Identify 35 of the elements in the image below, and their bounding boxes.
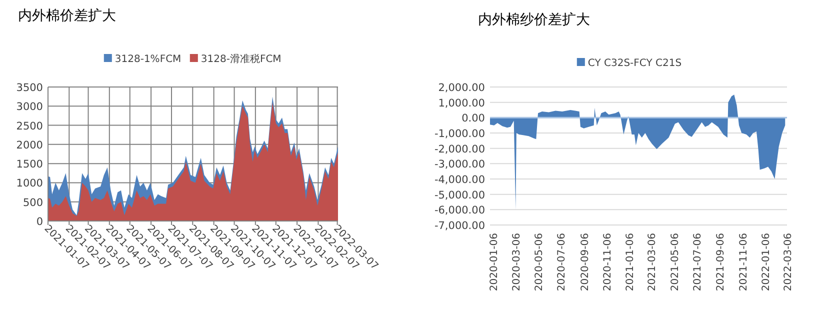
y-tick-label: -6,000.00 bbox=[434, 204, 485, 217]
x-tick-label: 2020-11-06 bbox=[602, 233, 614, 292]
y-tick-label: 2,000.00 bbox=[438, 82, 485, 94]
x-tick-label: 2020-01-06 bbox=[488, 233, 500, 292]
x-tick-label: 2021-01-06 bbox=[625, 233, 636, 292]
y-tick-label: -4,000.00 bbox=[434, 174, 485, 186]
y-tick-label: 1500 bbox=[16, 158, 43, 171]
y-tick-label: 2500 bbox=[16, 120, 43, 132]
x-tick-label: 2020-09-06 bbox=[580, 233, 591, 292]
y-tick-label: -3,000.00 bbox=[434, 158, 485, 171]
x-tick-label: 2022-03-06 bbox=[783, 233, 794, 292]
y-tick-label: 0 bbox=[36, 216, 43, 228]
x-tick-label: 2020-03-06 bbox=[511, 233, 522, 292]
y-tick-label: -7,000.00 bbox=[434, 220, 485, 232]
x-tick-label: 2021-11-06 bbox=[738, 233, 750, 292]
x-tick-label: 2021-07-06 bbox=[692, 233, 704, 292]
y-tick-label: 500 bbox=[22, 196, 43, 209]
y-tick-label: -1,000.00 bbox=[434, 128, 485, 140]
x-tick-label: 2021-03-06 bbox=[647, 233, 658, 292]
y-tick-label: 3500 bbox=[16, 82, 43, 94]
y-tick-label: -5,000.00 bbox=[434, 189, 485, 202]
x-tick-label: 2021-05-06 bbox=[670, 233, 681, 292]
x-tick-label: 2020-07-06 bbox=[556, 233, 568, 292]
chart-title: 内外棉纱价差扩大 bbox=[478, 12, 590, 28]
y-tick-label: 0.00 bbox=[462, 112, 485, 125]
x-tick-label: 2020-05-06 bbox=[534, 233, 546, 292]
chart-title: 内外棉价差扩大 bbox=[18, 8, 116, 24]
y-tick-label: -2,000.00 bbox=[434, 143, 485, 156]
y-tick-label: 1000 bbox=[16, 178, 43, 190]
y-tick-label: 1,000.00 bbox=[438, 97, 485, 110]
legend-label: 3128-滑准税FCM bbox=[200, 53, 282, 65]
y-tick-label: 2000 bbox=[16, 139, 43, 152]
y-tick-label: 3000 bbox=[16, 101, 43, 114]
x-tick-label: 2022-01-06 bbox=[761, 233, 772, 292]
x-tick-label: 2021-09-06 bbox=[716, 233, 727, 292]
